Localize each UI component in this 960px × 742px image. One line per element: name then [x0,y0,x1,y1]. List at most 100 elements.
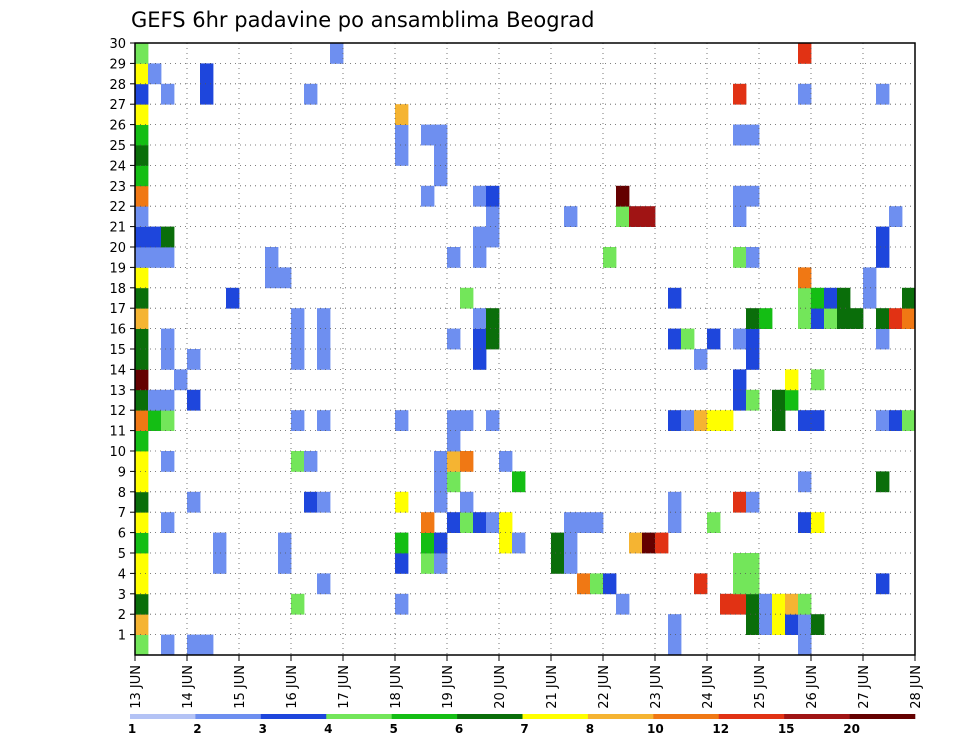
heatmap-cell [135,532,149,554]
heatmap-cell [811,287,825,309]
heatmap-cell [317,410,331,431]
heatmap-cell [434,491,448,513]
legend-swatch [849,714,916,719]
heatmap-cell [161,634,175,656]
heatmap-cell [798,512,812,533]
y-tick-label: 28 [109,78,126,93]
x-tick-label: 13 JUN [129,665,144,709]
x-tick-label: 19 JUN [441,665,456,709]
heatmap-cell [187,634,201,656]
heatmap-cell [135,267,149,289]
heatmap-cell [733,83,747,105]
heatmap-cell [486,328,500,350]
x-axis: 13 JUN 14 JUN 15 JUN 16 JUN 17 JUN 18 JUN 19 J… [129,655,924,709]
y-tick-label: 7 [118,506,126,521]
heatmap-cell [876,410,890,431]
heatmap-cell [668,410,682,431]
heatmap-cell [863,287,877,309]
heatmap-cell [135,634,149,656]
y-tick-label: 1 [118,629,126,644]
heatmap-cell [733,389,747,411]
heatmap-cell [135,614,149,635]
heatmap-cell [798,83,812,105]
y-tick-label: 25 [109,139,126,154]
heatmap-cell [395,553,409,574]
legend-label: 10 [647,722,664,736]
heatmap-cell [460,410,474,431]
heatmap-cell [746,491,760,513]
heatmap-cell [668,614,682,635]
heatmap-cell [200,63,214,85]
heatmap-cell [798,471,812,493]
y-tick-label: 26 [109,119,126,134]
heatmap-cell [798,43,812,64]
heatmap-cell [876,247,890,268]
legend-label: 6 [455,722,463,736]
heatmap-cell [200,83,214,105]
heatmap-cell [395,491,409,513]
heatmap-cell [564,553,578,574]
heatmap-cell [668,491,682,513]
heatmap-cell [746,389,760,411]
y-tick-label: 3 [118,588,126,603]
heatmap-cell [824,308,838,329]
heatmap-cell [772,389,786,411]
heatmap-cell [837,287,851,309]
heatmap-cell [798,287,812,309]
heatmap-cell [798,308,812,329]
heatmap-cell [265,267,279,289]
heatmap-cell [486,206,500,227]
legend-label: 20 [843,722,860,736]
heatmap-cell [473,349,487,370]
heatmap-cell [473,308,487,329]
color-legend: 1 2 3 4 5 6 7 8 10 12 15 20 [128,714,916,736]
heatmap-cell [395,145,409,166]
heatmap-cell [603,247,617,268]
heatmap-cell [135,185,149,207]
heatmap-cell [473,328,487,350]
heatmap-cell [317,349,331,370]
y-tick-label: 20 [109,241,126,256]
heatmap-cell [447,451,461,472]
heatmap-cell [876,471,890,493]
heatmap-cell [135,206,149,227]
heatmap-cell [434,165,448,187]
heatmap-cell [447,471,461,493]
y-tick-label: 2 [118,608,126,623]
legend-swatch [130,714,196,719]
heatmap-cell [577,573,591,595]
y-tick-label: 23 [109,180,126,195]
x-tick-label: 16 JUN [285,665,300,709]
heatmap-cell [486,185,500,207]
heatmap-cell [460,451,474,472]
heatmap-cell [447,410,461,431]
heatmap-cell [512,532,526,554]
heatmap-cell [278,267,292,289]
heatmap-cell [642,532,656,554]
y-tick-label: 27 [109,98,126,113]
heatmap-cell [707,512,721,533]
heatmap-cell [135,451,149,472]
heatmap-cell [434,451,448,472]
y-tick-label: 15 [109,343,126,358]
x-tick-label: 28 JUN [909,665,924,709]
heatmap-cell [564,532,578,554]
heatmap-cell [473,512,487,533]
heatmap-cell [317,573,331,595]
heatmap-cell [668,512,682,533]
heatmap-cell [876,573,890,595]
heatmap-cell [135,104,149,125]
heatmap-cell [876,308,890,329]
x-tick-label: 14 JUN [181,665,196,709]
heatmap-cell [759,614,773,635]
chart-title: GEFS 6hr padavine po ansamblima Beograd [131,8,594,32]
legend-label: 5 [389,722,397,736]
y-tick-label: 19 [109,261,126,276]
heatmap-cell [733,328,747,350]
heatmap-cell [746,328,760,350]
heatmap-cell [473,185,487,207]
heatmap-cell [291,308,305,329]
y-tick-label: 16 [109,323,126,338]
heatmap-cell [590,512,604,533]
heatmap-cell [785,593,799,615]
